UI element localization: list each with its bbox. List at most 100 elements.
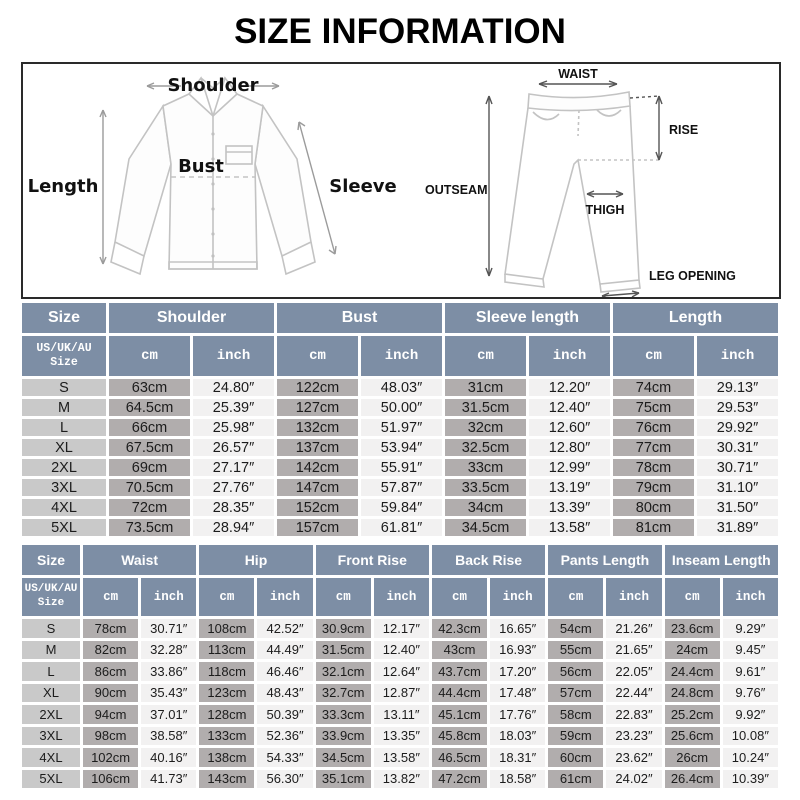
inch-value-cell: 38.58″ — [141, 726, 197, 745]
inch-value-cell: 21.65″ — [606, 640, 662, 659]
cm-value-cell: 33.9cm — [315, 726, 371, 745]
cm-value-cell: 123cm — [199, 683, 255, 702]
shirt-shoulder-label: Shoulder — [167, 75, 258, 96]
inch-value-cell: 13.82″ — [373, 769, 429, 788]
inch-value-cell: 29.92″ — [697, 419, 778, 436]
cm-value-cell: 42.3cm — [431, 619, 488, 638]
cm-value-cell: 56cm — [548, 662, 604, 681]
inch-value-cell: 35.43″ — [141, 683, 197, 702]
col-header-us-uk-au-size: US/UK/AU Size — [22, 578, 80, 616]
cm-value-cell: 55cm — [548, 640, 604, 659]
size-cell: M — [22, 399, 106, 416]
size-cell: 5XL — [22, 769, 80, 788]
inch-value-cell: 41.73″ — [141, 769, 197, 788]
unit-header-inch: inch — [361, 336, 442, 376]
inch-value-cell: 44.49″ — [257, 640, 313, 659]
inch-value-cell: 12.99″ — [529, 459, 610, 476]
cm-value-cell: 73.5cm — [109, 519, 190, 536]
inch-value-cell: 48.43″ — [257, 683, 313, 702]
page-title: SIZE INFORMATION — [234, 12, 566, 51]
cm-value-cell: 79cm — [613, 479, 694, 496]
cm-value-cell: 26cm — [664, 748, 720, 767]
size-cell: 5XL — [22, 519, 106, 536]
size-cell: 3XL — [22, 479, 106, 496]
inch-value-cell: 13.58″ — [373, 748, 429, 767]
col-header-back-rise: Back Rise — [431, 545, 546, 575]
unit-header-cm: cm — [613, 336, 694, 376]
inch-value-cell: 55.91″ — [361, 459, 442, 476]
size-cell: 3XL — [22, 726, 80, 745]
col-header-size: Size — [22, 303, 106, 333]
shirt-table-unit-header-row: US/UK/AU Size cm inch cm inch cm inch cm… — [22, 336, 778, 376]
cm-value-cell: 63cm — [109, 379, 190, 396]
inch-value-cell: 29.53″ — [697, 399, 778, 416]
cm-value-cell: 59cm — [548, 726, 604, 745]
cm-value-cell: 24.4cm — [664, 662, 720, 681]
cm-value-cell: 25.2cm — [664, 705, 720, 724]
inch-value-cell: 33.86″ — [141, 662, 197, 681]
cm-value-cell: 108cm — [199, 619, 255, 638]
inch-value-cell: 18.31″ — [490, 748, 546, 767]
col-header-inseam-length: Inseam Length — [664, 545, 778, 575]
table-row: L 86cm 33.86″ 118cm 46.46″ 32.1cm 12.64″ 43.7cm… — [22, 662, 778, 681]
pants-table-unit-header-row: US/UK/AU Size cm inch cm inch cm inch cm… — [22, 578, 778, 616]
unit-header-cm: cm — [277, 336, 358, 376]
unit-header-inch: inch — [722, 578, 778, 616]
inch-value-cell: 12.64″ — [373, 662, 429, 681]
cm-value-cell: 58cm — [548, 705, 604, 724]
inch-value-cell: 12.60″ — [529, 419, 610, 436]
size-cell: XL — [22, 683, 80, 702]
inch-value-cell: 50.39″ — [257, 705, 313, 724]
col-header-hip: Hip — [199, 545, 313, 575]
table-row: M 82cm 32.28″ 113cm 44.49″ 31.5cm 12.40″ 43cm 16… — [22, 640, 778, 659]
inch-value-cell: 18.03″ — [490, 726, 546, 745]
size-cell: S — [22, 379, 106, 396]
cm-value-cell: 122cm — [277, 379, 358, 396]
cm-value-cell: 132cm — [277, 419, 358, 436]
inch-value-cell: 22.83″ — [606, 705, 662, 724]
inch-value-cell: 29.13″ — [697, 379, 778, 396]
cm-value-cell: 152cm — [277, 499, 358, 516]
cm-value-cell: 118cm — [199, 662, 255, 681]
unit-header-inch: inch — [193, 336, 274, 376]
pants-diagram: WAIST RISE OUTSEAM THIGH LEG OPENING — [425, 67, 736, 297]
inch-value-cell: 16.65″ — [490, 619, 546, 638]
cm-value-cell: 30.9cm — [315, 619, 371, 638]
inch-value-cell: 16.93″ — [490, 640, 546, 659]
shirt-diagram: Shoulder Length Bust Sleeve — [28, 75, 397, 276]
pants-thigh-label: THIGH — [586, 203, 625, 217]
col-header-waist: Waist — [83, 545, 197, 575]
pants-waist-label: WAIST — [558, 67, 598, 81]
inch-value-cell: 12.20″ — [529, 379, 610, 396]
cm-value-cell: 34cm — [445, 499, 526, 516]
cm-value-cell: 74cm — [613, 379, 694, 396]
shirt-sleeve-label: Sleeve — [329, 176, 397, 197]
inch-value-cell: 12.17″ — [373, 619, 429, 638]
unit-header-inch: inch — [606, 578, 662, 616]
inch-value-cell: 9.45″ — [722, 640, 778, 659]
pants-leg-opening-label: LEG OPENING — [649, 269, 736, 283]
cm-value-cell: 78cm — [83, 619, 139, 638]
cm-value-cell: 75cm — [613, 399, 694, 416]
inch-value-cell: 30.31″ — [697, 439, 778, 456]
cm-value-cell: 45.8cm — [431, 726, 488, 745]
measurement-diagram-box: Shoulder Length Bust Sleeve — [21, 62, 781, 299]
cm-value-cell: 43.7cm — [431, 662, 488, 681]
cm-value-cell: 46.5cm — [431, 748, 488, 767]
inch-value-cell: 48.03″ — [361, 379, 442, 396]
inch-value-cell: 42.52″ — [257, 619, 313, 638]
cm-value-cell: 31cm — [445, 379, 526, 396]
pants-measure-arrows-icon — [485, 80, 663, 297]
pants-rise-label: RISE — [669, 123, 698, 137]
cm-value-cell: 80cm — [613, 499, 694, 516]
inch-value-cell: 12.80″ — [529, 439, 610, 456]
size-cell: XL — [22, 439, 106, 456]
inch-value-cell: 27.17″ — [193, 459, 274, 476]
cm-value-cell: 94cm — [83, 705, 139, 724]
shirt-length-label: Length — [28, 176, 99, 197]
inch-value-cell: 52.36″ — [257, 726, 313, 745]
inch-value-cell: 9.61″ — [722, 662, 778, 681]
table-row: 2XL 94cm 37.01″ 128cm 50.39″ 33.3cm 13.11″ 45.1… — [22, 705, 778, 724]
pants-table-body: S 78cm 30.71″ 108cm 42.52″ 30.9cm 12.17″ 42.3cm… — [22, 619, 778, 788]
unit-header-cm: cm — [109, 336, 190, 376]
